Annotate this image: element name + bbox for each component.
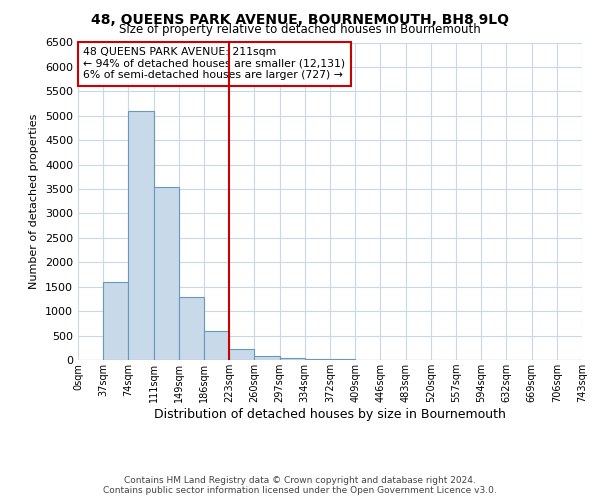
Bar [305,359,330,360]
Text: Size of property relative to detached houses in Bournemouth: Size of property relative to detached ho… [119,22,481,36]
Text: Contains HM Land Registry data © Crown copyright and database right 2024.
Contai: Contains HM Land Registry data © Crown c… [103,476,497,495]
Bar [179,296,204,360]
Bar [128,111,154,360]
Text: 48 QUEENS PARK AVENUE: 211sqm
← 94% of detached houses are smaller (12,131)
6% o: 48 QUEENS PARK AVENUE: 211sqm ← 94% of d… [83,48,345,80]
Bar [254,356,280,360]
Bar [103,282,128,360]
Y-axis label: Number of detached properties: Number of detached properties [29,114,40,289]
Bar [204,330,229,360]
Bar [280,358,305,360]
X-axis label: Distribution of detached houses by size in Bournemouth: Distribution of detached houses by size … [154,408,506,421]
Bar [154,186,179,360]
Bar [229,350,254,360]
Text: 48, QUEENS PARK AVENUE, BOURNEMOUTH, BH8 9LQ: 48, QUEENS PARK AVENUE, BOURNEMOUTH, BH8… [91,12,509,26]
